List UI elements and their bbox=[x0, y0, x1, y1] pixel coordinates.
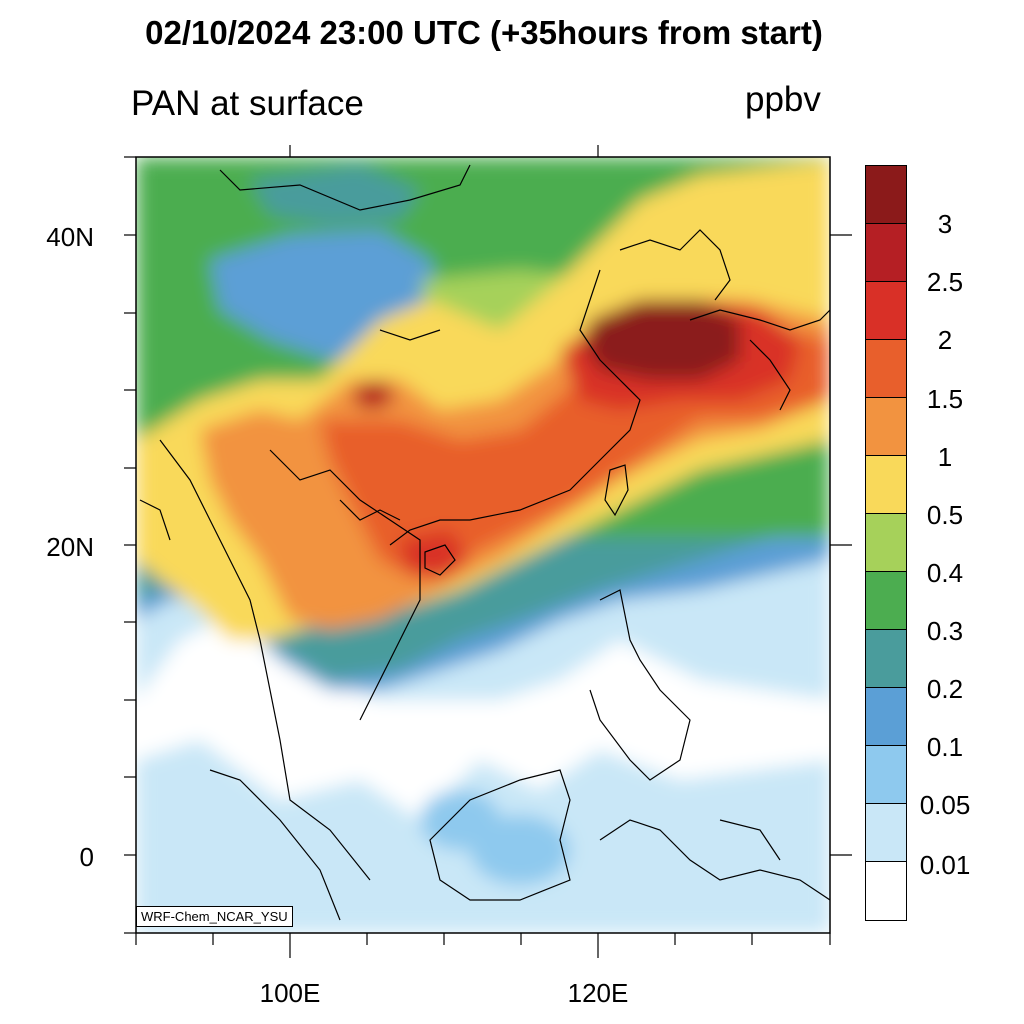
colorbar-label: 0.01 bbox=[919, 850, 971, 880]
colorbar-label: 0.4 bbox=[926, 558, 964, 588]
model-credit: WRF-Chem_NCAR_YSU bbox=[136, 906, 293, 927]
colorbar-swatch bbox=[866, 514, 906, 572]
colorbar-label: 0.2 bbox=[926, 674, 964, 704]
colorbar-swatch bbox=[866, 862, 906, 920]
colorbar-label: 1 bbox=[937, 442, 953, 472]
coastlines bbox=[139, 164, 830, 921]
lat-label-0: 0 bbox=[79, 842, 94, 872]
colorbar-label: 3 bbox=[937, 209, 953, 239]
lon-label-100e: 100E bbox=[259, 978, 321, 1008]
colorbar-label: 2.5 bbox=[926, 267, 964, 297]
colorbar-swatch bbox=[866, 630, 906, 688]
colorbar-swatch bbox=[866, 456, 906, 514]
colorbar-swatch bbox=[866, 572, 906, 630]
colorbar bbox=[865, 165, 907, 921]
colorbar-swatch bbox=[866, 282, 906, 340]
map-title: 02/10/2024 23:00 UTC (+35hours from star… bbox=[145, 14, 823, 51]
lat-label-20n: 20N bbox=[46, 532, 94, 562]
colorbar-swatch bbox=[866, 166, 906, 224]
colorbar-swatch bbox=[866, 224, 906, 282]
units-label: ppbv bbox=[745, 80, 821, 119]
lat-label-40n: 40N bbox=[46, 222, 94, 252]
colorbar-label: 0.05 bbox=[919, 790, 971, 820]
colorbar-label: 2 bbox=[937, 325, 953, 355]
colorbar-swatch bbox=[866, 804, 906, 862]
variable-label: PAN at surface bbox=[131, 84, 364, 123]
colorbar-swatch bbox=[866, 398, 906, 456]
colorbar-label: 0.1 bbox=[926, 732, 964, 762]
colorbar-label: 0.5 bbox=[926, 500, 964, 530]
colorbar-label: 0.3 bbox=[926, 616, 964, 646]
map-ticks bbox=[124, 145, 852, 958]
colorbar-swatch bbox=[866, 340, 906, 398]
concentration-field bbox=[136, 157, 830, 933]
colorbar-swatch bbox=[866, 688, 906, 746]
lon-label-120e: 120E bbox=[567, 978, 629, 1008]
colorbar-swatch bbox=[866, 746, 906, 804]
colorbar-label: 1.5 bbox=[926, 384, 964, 414]
